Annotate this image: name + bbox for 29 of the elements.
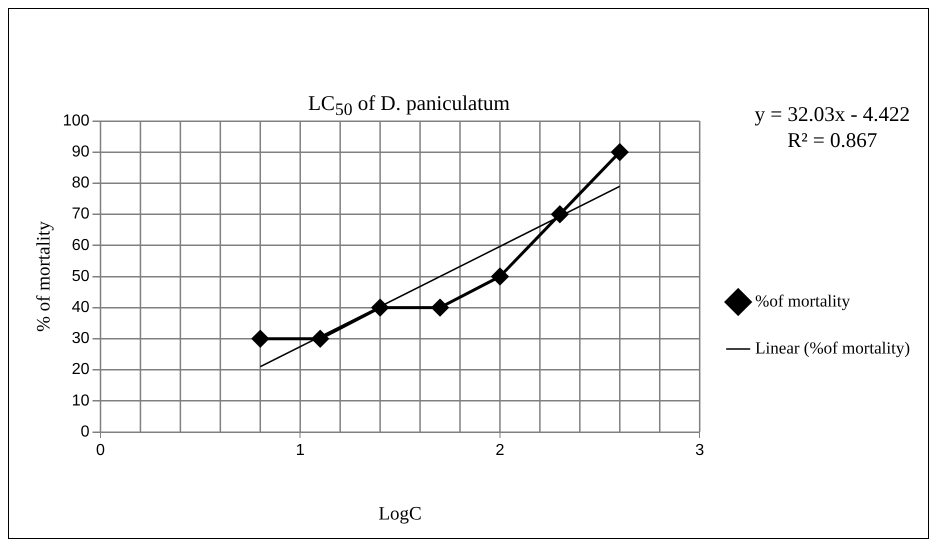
chart-title: LC$_{50}$ of D. paniculatum — [307, 91, 511, 120]
text: R² = 0.867 — [786, 127, 878, 153]
x-axis-title: LogC — [378, 504, 422, 525]
legend-label: %of mortality — [755, 291, 851, 310]
y-tick-label: 70 — [72, 206, 90, 223]
x-tick-label: 0 — [96, 442, 106, 460]
y-tick-label: 80 — [72, 174, 90, 192]
point — [372, 299, 389, 316]
legend-label: Linear (%of mortality) — [755, 338, 910, 358]
y-tick-label: 50 — [72, 268, 90, 285]
y-axis-title: % of mortality — [33, 220, 54, 332]
text: y = 32.03x - 4.422 — [754, 101, 910, 127]
y-tick-label: 0 — [80, 423, 90, 440]
point — [551, 206, 568, 223]
point — [432, 299, 449, 316]
y-tick-label: 40 — [72, 299, 90, 316]
point — [252, 330, 269, 348]
y-tick-label: 90 — [72, 144, 90, 161]
y-tick-label: 100 — [62, 112, 90, 130]
y-tick-label: 10 — [72, 392, 90, 410]
point — [611, 144, 628, 161]
point — [491, 268, 508, 285]
x-tick-label: 1 — [296, 442, 305, 460]
x-tick-label: 3 — [695, 442, 704, 460]
y-tick-label: 30 — [72, 330, 90, 348]
point — [312, 330, 329, 348]
x-tick-label: 2 — [495, 442, 504, 460]
y-tick-label: 60 — [72, 236, 90, 254]
y-tick-label: 20 — [72, 361, 90, 378]
